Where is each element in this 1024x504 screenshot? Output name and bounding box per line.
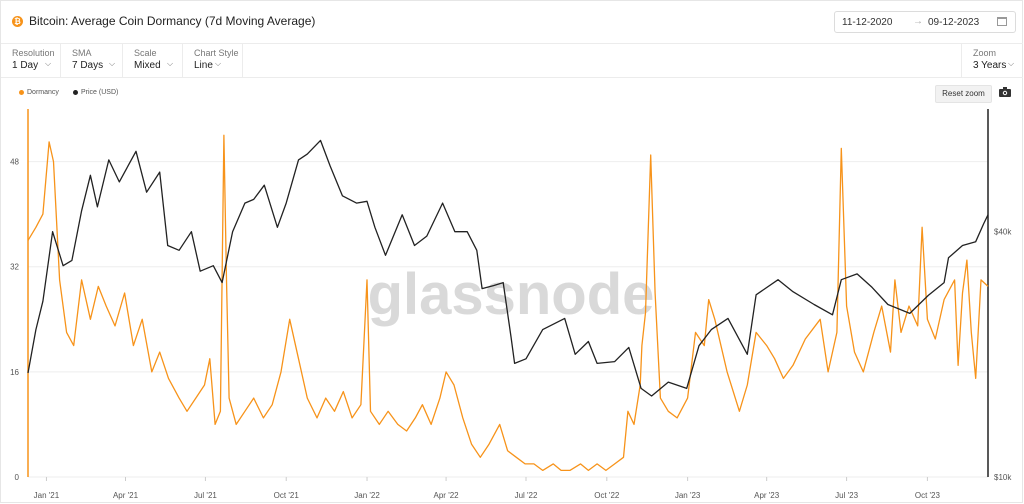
zoom-label: Zoom <box>973 48 997 58</box>
page-title: Bitcoin: Average Coin Dormancy (7d Movin… <box>29 14 316 28</box>
calendar-icon[interactable] <box>997 17 1007 26</box>
x-tick-label: Jul '23 <box>835 491 858 500</box>
header: ₿ Bitcoin: Average Coin Dormancy (7d Mov… <box>1 1 1023 44</box>
y-tick-label: 0 <box>15 473 20 482</box>
y-right-tick-label: $40k <box>994 228 1012 237</box>
x-tick-label: Jan '22 <box>354 491 380 500</box>
legend-marker <box>19 89 24 95</box>
x-tick-label: Jan '21 <box>34 491 60 500</box>
x-tick-label: Apr '22 <box>434 491 460 500</box>
y-tick-label: 16 <box>10 368 19 377</box>
reset-zoom-button[interactable]: Reset zoom <box>935 85 992 103</box>
chevron-down-icon[interactable]: ⌵ <box>215 59 222 68</box>
x-tick-label: Jan '23 <box>675 491 701 500</box>
legend-label: Dormancy <box>27 89 59 96</box>
x-tick-label: Jul '21 <box>194 491 217 500</box>
legend-marker <box>73 89 78 95</box>
chart-style-value[interactable]: Line <box>194 60 213 71</box>
watermark: glassnode <box>368 262 655 327</box>
x-tick-label: Jul '22 <box>515 491 538 500</box>
x-tick-label: Apr '23 <box>754 491 780 500</box>
resolution-label: Resolution <box>12 48 55 58</box>
x-tick-label: Oct '23 <box>915 491 941 500</box>
dormancy-line <box>27 134 989 472</box>
sma-label: SMA <box>72 48 92 58</box>
y-tick-label: 32 <box>10 263 19 272</box>
chevron-down-icon[interactable]: ⌵ <box>45 59 52 68</box>
x-tick-label: Oct '21 <box>274 491 300 500</box>
arrow-right-icon: → <box>913 16 923 27</box>
date-from[interactable]: 11-12-2020 <box>842 17 893 28</box>
y-tick-label: 48 <box>10 158 19 167</box>
date-to[interactable]: 09-12-2023 <box>928 17 980 28</box>
legend-label: Price (USD) <box>81 89 119 96</box>
legend-item-price[interactable]: Price (USD) <box>73 89 118 96</box>
price-line <box>27 139 989 397</box>
toolbar: Resolution 1 Day ⌵ SMA 7 Days ⌵ Scale Mi… <box>1 43 1023 78</box>
chevron-down-icon[interactable]: ⌵ <box>109 59 116 68</box>
zoom-dropdown[interactable]: Zoom 3 Years ⌵ <box>961 43 1023 77</box>
date-range-picker[interactable]: 11-12-2020 → 09-12-2023 <box>834 11 1016 33</box>
scale-value[interactable]: Mixed <box>134 60 161 71</box>
x-tick-label: Apr '21 <box>113 491 139 500</box>
chevron-down-icon[interactable]: ⌵ <box>1008 59 1015 68</box>
bitcoin-icon: ₿ <box>12 16 23 27</box>
chart-area: glassnode 0 16 32 48 Jan '21 Apr '21 Jul '21 Oct… <box>10 109 1012 500</box>
scale-label: Scale <box>134 48 157 58</box>
chart-style-label: Chart Style <box>194 48 239 58</box>
x-tick-label: Oct '22 <box>594 491 620 500</box>
scale-dropdown[interactable]: Scale Mixed ⌵ <box>123 43 183 77</box>
legend-item-dormancy[interactable]: Dormancy <box>19 89 59 96</box>
sma-value[interactable]: 7 Days <box>72 60 104 71</box>
camera-icon[interactable] <box>999 87 1011 97</box>
resolution-dropdown[interactable]: Resolution 1 Day ⌵ <box>1 43 61 77</box>
chevron-down-icon[interactable]: ⌵ <box>167 59 174 68</box>
chart-style-dropdown[interactable]: Chart Style Line ⌵ <box>183 43 243 77</box>
resolution-value[interactable]: 1 Day <box>12 60 39 71</box>
sma-dropdown[interactable]: SMA 7 Days ⌵ <box>61 43 123 77</box>
y-right-tick-label: $10k <box>994 473 1012 482</box>
zoom-value[interactable]: 3 Years <box>973 60 1007 71</box>
